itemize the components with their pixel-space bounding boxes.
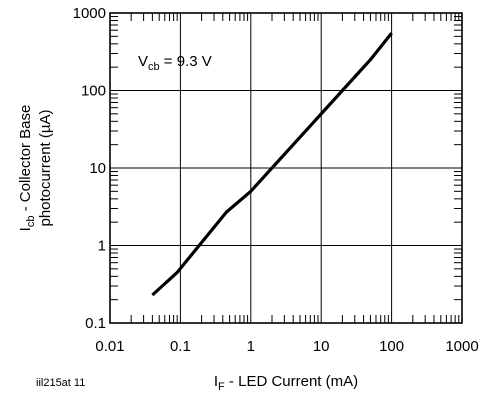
x-tick-labels: 0.01 0.1 1 10 100 1000 (95, 338, 478, 355)
series-line (151, 32, 393, 297)
x-tick-label: 0.1 (170, 338, 191, 355)
y-tick-label: 10 (89, 160, 106, 177)
y-axis-label-line1: Icb - Collector Base (17, 105, 37, 232)
x-tick-label: 1 (247, 338, 255, 355)
figure-id: iil215at 11 (36, 377, 85, 389)
x-tick-label: 10 (313, 338, 330, 355)
x-tick-label: 0.01 (95, 338, 124, 355)
y-tick-label: 0.1 (85, 315, 106, 332)
plot-frame (109, 12, 463, 324)
y-tick-label: 1 (98, 238, 106, 255)
y-tick-label: 1000 (73, 5, 106, 22)
vcb-annotation: Vcb = 9.3 V (138, 53, 212, 73)
y-axis-label: Icb - Collector Base photocurrent (µA) (17, 105, 54, 232)
y-tick-label: 100 (81, 83, 106, 100)
y-tick-labels: 0.1 1 10 100 1000 (73, 5, 106, 332)
series (151, 32, 393, 297)
x-tick-label: 1000 (445, 338, 478, 355)
x-axis-label: IF - LED Current (mA) (214, 373, 358, 393)
x-tick-label: 100 (379, 338, 404, 355)
y-axis-label-line2: photocurrent (µA) (37, 109, 54, 226)
minor-ticks (110, 13, 462, 323)
